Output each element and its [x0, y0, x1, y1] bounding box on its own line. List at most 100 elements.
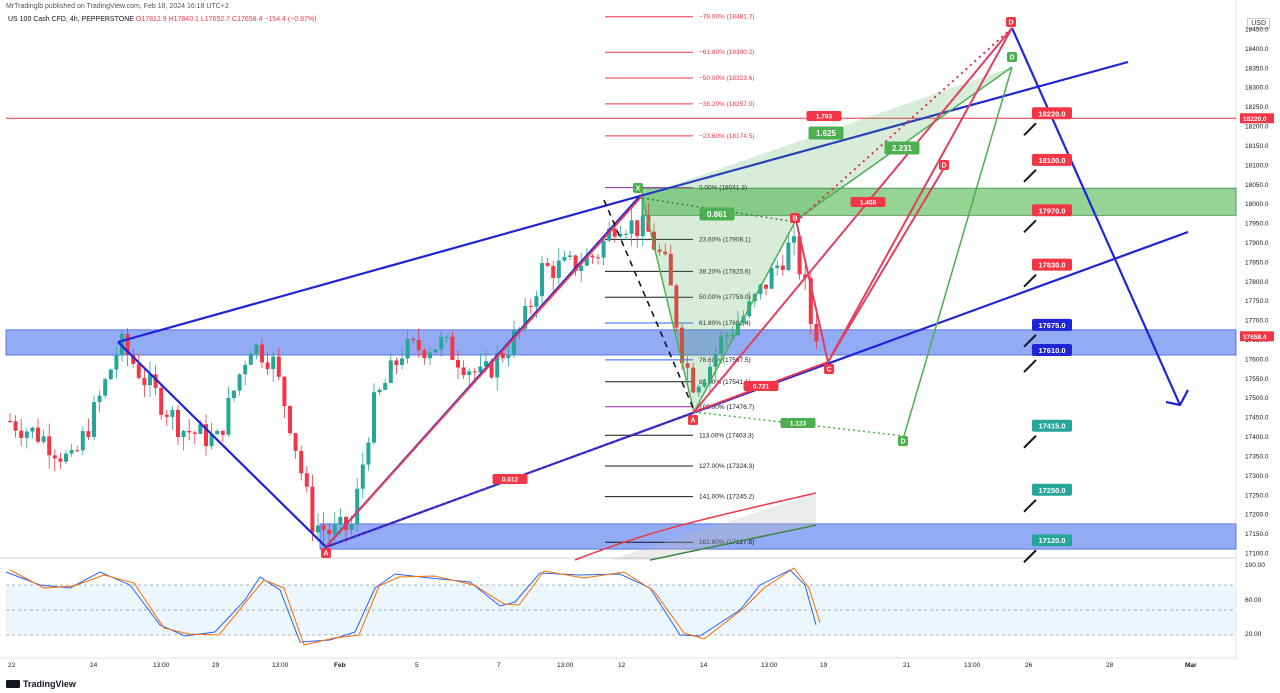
price-tick: 17900.0: [1245, 240, 1269, 247]
candle-body: [551, 265, 556, 278]
target-label-bg: [1032, 419, 1072, 432]
osc-tick: 20.00: [1245, 631, 1262, 638]
candle-body: [764, 284, 768, 289]
ratio-label-bg: [808, 126, 844, 140]
currency-label[interactable]: USD: [1247, 18, 1270, 29]
candle-body: [24, 431, 29, 438]
candle-body: [467, 371, 472, 376]
time-tick: 22: [8, 662, 16, 669]
price-tick: 18100.0: [1245, 162, 1269, 169]
tradingview-mark-icon: [6, 680, 20, 688]
price-tick: 17850.0: [1245, 259, 1269, 266]
candle-body: [170, 409, 175, 417]
candle-body: [528, 306, 533, 308]
target-label: 18100.0: [1038, 156, 1065, 165]
candle-body: [607, 228, 612, 241]
price-tick: 17200.0: [1245, 512, 1269, 519]
price-tick: 17250.0: [1245, 492, 1269, 499]
target-label: 17120.0: [1038, 536, 1065, 545]
time-tick: 5: [415, 662, 419, 669]
point-label-bg: [633, 183, 643, 193]
candle-body: [478, 366, 483, 373]
candle-body: [657, 249, 662, 252]
price-tick: 17550.0: [1245, 376, 1269, 383]
candle-body: [355, 488, 360, 525]
candle-body: [136, 363, 141, 378]
ratio-label: 1.793: [816, 114, 833, 121]
time-tick: 28: [1106, 662, 1114, 669]
point-label: D: [900, 439, 905, 446]
candle-body: [97, 395, 102, 403]
candle-body: [596, 257, 600, 259]
candle-body: [276, 356, 281, 377]
target-label: 17675.0: [1038, 321, 1065, 330]
target-marker: [1023, 334, 1037, 348]
fib-level-label: 0.00% (18041.3): [699, 185, 747, 192]
candle-body: [288, 406, 292, 434]
target-marker: [1023, 219, 1037, 234]
pink-leg-xa: [325, 195, 643, 548]
candle-body: [439, 336, 444, 350]
target-label: 18220.0: [1038, 109, 1065, 118]
time-tick: 13:00: [761, 662, 778, 669]
ratio-label-bg: [492, 474, 528, 484]
ratio-label: 1.408: [860, 200, 877, 207]
ratio-label-bg: [699, 207, 735, 221]
price-tick: 18450.0: [1245, 27, 1269, 34]
candle-body: [86, 431, 91, 437]
candle-body: [590, 255, 595, 258]
support-zone-17610: [5, 329, 1237, 356]
point-label: D: [941, 163, 946, 170]
candle-body: [444, 336, 449, 338]
oscillator-k-line: [5, 569, 817, 643]
time-tick: 13:00: [153, 662, 170, 669]
time-tick: 13:00: [964, 662, 981, 669]
target-label: 17415.0: [1038, 422, 1065, 431]
fib-level-label: 23.60% (17908.1): [699, 236, 751, 243]
arrow-head-icon: [1165, 389, 1189, 407]
blue-upper-trendline: [639, 60, 1129, 198]
time-tick: 26: [1025, 662, 1033, 669]
candle-body: [797, 236, 802, 275]
candle-body: [192, 432, 197, 434]
point-label: A: [690, 418, 695, 425]
candle-body: [41, 436, 46, 442]
candle-body: [243, 364, 248, 375]
ratio-label-bg: [743, 381, 779, 391]
candle-body: [58, 458, 63, 462]
candle-body: [484, 361, 488, 367]
time-tick: 13:00: [557, 662, 574, 669]
candle-body: [450, 336, 455, 361]
candle-body: [164, 414, 169, 417]
candle-body: [310, 486, 315, 533]
candle-body: [159, 387, 164, 415]
candle-body: [775, 265, 780, 269]
fib-level-label: 113.00% (17403.3): [699, 432, 754, 439]
candle-body: [304, 473, 309, 487]
candle-body: [125, 333, 130, 355]
candle-body: [383, 383, 388, 390]
candle-body: [730, 334, 735, 336]
candle-body: [388, 360, 393, 384]
candle-body: [512, 330, 516, 355]
candle-body: [332, 524, 337, 535]
purple-dashed-line: [325, 411, 695, 548]
candle-body: [226, 397, 231, 435]
marked-price-bg: [1240, 113, 1274, 124]
price-tick: 17400.0: [1245, 434, 1269, 441]
candle-body: [680, 327, 684, 364]
tradingview-logo[interactable]: TradingView: [6, 679, 76, 689]
candle-body: [601, 240, 606, 258]
candle-body: [489, 361, 494, 378]
time-tick: 14: [700, 662, 708, 669]
target-label-bg: [1032, 483, 1072, 496]
point-label-bg: [688, 415, 698, 425]
price-tick: 17450.0: [1245, 415, 1269, 422]
time-tick: 13:00: [272, 662, 289, 669]
ratio-label: 1.625: [816, 129, 837, 138]
fib-level-label: 50.00% (17759.0): [699, 294, 751, 301]
candle-body: [433, 349, 438, 353]
price-tick: 18050.0: [1245, 182, 1269, 189]
candle-body: [36, 427, 40, 442]
